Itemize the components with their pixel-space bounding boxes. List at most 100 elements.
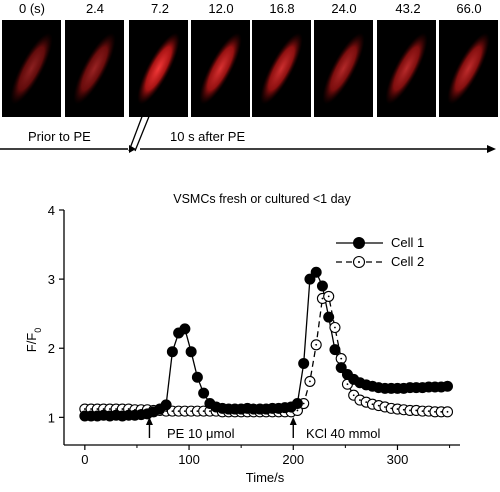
y-axis-label: F/F0 <box>24 328 43 353</box>
data-point-dot-cell-2 <box>421 410 424 413</box>
annotation-arrow-head-1 <box>145 417 153 425</box>
break-line-2 <box>134 113 151 152</box>
x-axis-label: Time/s <box>246 470 285 485</box>
data-point-dot-cell-2 <box>202 410 205 413</box>
data-point-cell-1 <box>160 399 172 411</box>
data-point-dot-cell-2 <box>108 408 111 410</box>
chart-title: VSMCs fresh or cultured <1 day <box>173 192 351 206</box>
time-labels: 0 (s) 2.4 7.2 12.0 16.8 24.0 43.2 66.0 <box>19 1 482 16</box>
time-label-5: 24.0 <box>331 1 356 16</box>
data-point-cell-1 <box>316 280 328 292</box>
data-point-dot-cell-2 <box>309 380 311 383</box>
data-point-dot-cell-2 <box>334 326 336 329</box>
data-point-dot-cell-2 <box>83 408 86 410</box>
data-point-cell-1 <box>329 344 341 356</box>
data-point-dot-cell-2 <box>127 408 130 410</box>
data-point-dot-cell-2 <box>359 399 361 401</box>
cell-frame-7 <box>439 20 498 117</box>
data-point-cell-1 <box>179 323 191 335</box>
time-label-6: 43.2 <box>395 1 420 16</box>
data-point-dot-cell-2 <box>302 402 305 405</box>
data-point-dot-cell-2 <box>427 410 430 413</box>
prior-label: Prior to PE <box>28 129 91 144</box>
chart-axes: 0 100 200 300 1 2 3 4 <box>48 203 460 467</box>
data-point-cell-1 <box>291 398 303 410</box>
cell-glow <box>73 32 116 105</box>
data-point-dot-cell-2 <box>327 295 330 298</box>
kcl-annotation-label: KCl 40 mmol <box>306 426 381 441</box>
legend-marker-cell-1 <box>353 237 365 249</box>
cell-glow <box>322 32 365 105</box>
x-tick-label: 0 <box>81 452 88 467</box>
cell-glow <box>447 32 490 105</box>
legend: Cell 1 Cell 2 <box>336 235 424 269</box>
data-point-dot-cell-2 <box>121 408 124 410</box>
data-point-cell-1 <box>335 362 347 374</box>
data-point-cell-1 <box>298 357 310 369</box>
cell-image-strip <box>2 20 498 117</box>
data-point-dot-cell-2 <box>365 401 368 404</box>
data-point-cell-1 <box>191 371 203 383</box>
after-arrow-head <box>487 145 496 153</box>
data-point-cell-1 <box>185 346 197 358</box>
data-point-dot-cell-2 <box>321 297 324 300</box>
series-line-1 <box>84 271 448 417</box>
legend-marker-dot-cell-2 <box>358 261 360 263</box>
cell-frame-3 <box>191 20 250 117</box>
after-label: 10 s after PE <box>170 129 245 144</box>
x-tick-label: 100 <box>178 452 200 467</box>
cell-frame-2 <box>129 20 188 117</box>
data-point-cell-1 <box>323 311 335 323</box>
legend-label-cell-2: Cell 2 <box>391 254 424 269</box>
x-tick-label: 200 <box>282 452 304 467</box>
annotation-arrow-head-2 <box>289 417 297 425</box>
data-point-cell-1 <box>310 266 322 278</box>
data-point-dot-cell-2 <box>177 410 180 413</box>
cell-glow <box>385 32 428 105</box>
time-label-3: 12.0 <box>208 1 233 16</box>
cell-glow <box>137 32 180 105</box>
time-label-0: 0 (s) <box>19 1 45 16</box>
data-point-dot-cell-2 <box>402 408 405 411</box>
data-point-dot-cell-2 <box>390 407 393 410</box>
data-point-dot-cell-2 <box>346 383 349 386</box>
cell-frame-1 <box>65 20 124 117</box>
pe-annotation-label: PE 10 μmol <box>167 426 235 441</box>
data-point-dot-cell-2 <box>208 410 211 413</box>
data-point-dot-cell-2 <box>102 408 105 410</box>
data-point-dot-cell-2 <box>396 408 399 410</box>
data-point-dot-cell-2 <box>315 343 318 346</box>
data-point-dot-cell-2 <box>115 408 118 410</box>
time-label-4: 16.8 <box>269 1 294 16</box>
data-point-cell-1 <box>198 387 210 399</box>
legend-label-cell-1: Cell 1 <box>391 235 424 250</box>
cell-glow <box>10 32 53 105</box>
data-point-dot-cell-2 <box>183 410 186 413</box>
cell-frame-5 <box>314 20 373 117</box>
data-point-dot-cell-2 <box>371 403 374 406</box>
time-label-2: 7.2 <box>151 1 169 16</box>
cell-glow <box>260 32 303 105</box>
annotations: PE 10 μmol KCl 40 mmol <box>145 417 381 441</box>
data-point-dot-cell-2 <box>165 410 168 413</box>
data-point-dot-cell-2 <box>96 408 99 410</box>
data-point-dot-cell-2 <box>377 404 380 407</box>
y-tick-label: 4 <box>48 203 55 218</box>
cell-frame-0 <box>2 20 61 117</box>
data-point-dot-cell-2 <box>352 394 355 397</box>
data-point-cell-1 <box>166 346 178 358</box>
data-point-dot-cell-2 <box>90 408 92 410</box>
data-point-dot-cell-2 <box>440 410 443 413</box>
break-line-1 <box>128 113 144 152</box>
cell-frame-6 <box>377 20 436 117</box>
data-point-dot-cell-2 <box>190 410 193 413</box>
y-tick-label: 1 <box>48 410 55 425</box>
data-point-dot-cell-2 <box>340 357 343 360</box>
data-point-dot-cell-2 <box>196 410 199 413</box>
y-tick-label: 3 <box>48 272 55 287</box>
cell-frame-4 <box>252 20 311 117</box>
cell-glow <box>199 32 242 105</box>
y-tick-label: 2 <box>48 341 55 356</box>
data-point-cell-1 <box>304 273 316 285</box>
